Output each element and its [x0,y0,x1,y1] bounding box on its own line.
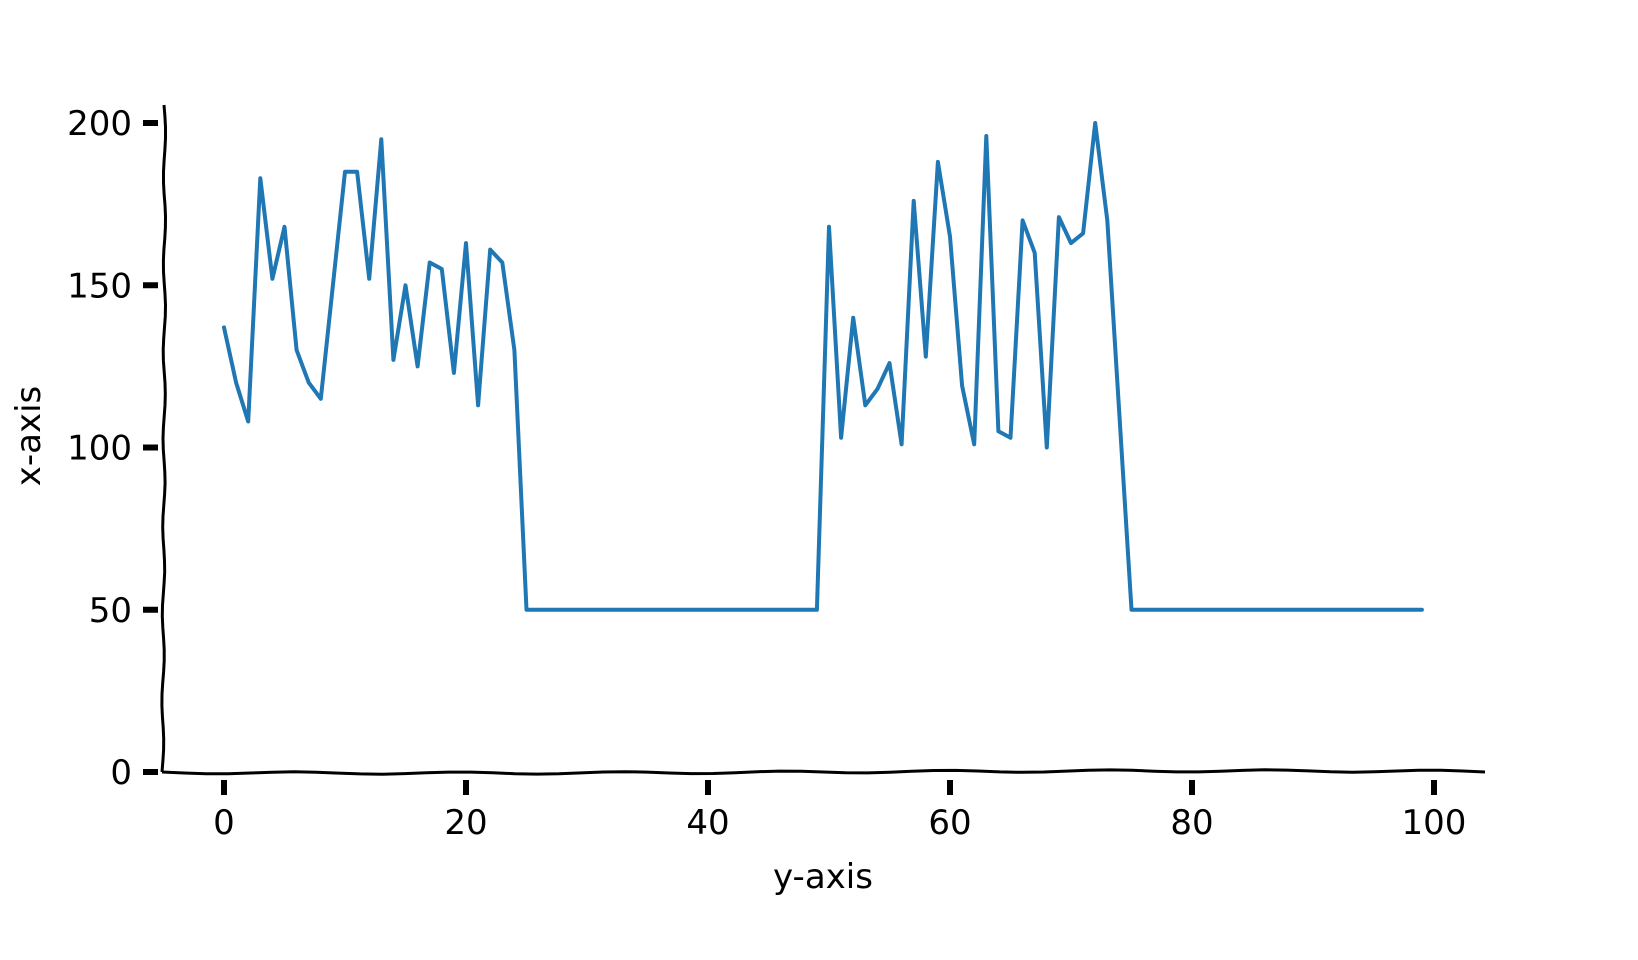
y-tick-label: 0 [110,753,132,793]
y-tick-label: 200 [67,104,132,144]
x-axis-title: y-axis [773,857,873,897]
x-tick-label: 60 [928,803,971,843]
series-line-0 [222,121,1424,612]
y-axis-title: x-axis [9,386,49,487]
axes [160,104,1486,776]
x-tick-label: 0 [213,803,235,843]
x-axis-line [161,768,1486,776]
y-ticks: 0 50 100 150 200 [67,104,158,793]
y-tick-label: 150 [67,266,132,306]
x-ticks: 0 20 40 60 80 100 [213,780,1466,843]
series-group [222,121,1424,612]
y-axis-line [160,104,168,773]
y-tick-label: 50 [89,591,132,631]
x-tick-label: 80 [1170,803,1213,843]
y-tick-label: 100 [67,429,132,469]
x-tick-label: 40 [686,803,729,843]
x-tick-label: 20 [444,803,487,843]
x-tick-label: 100 [1402,803,1467,843]
